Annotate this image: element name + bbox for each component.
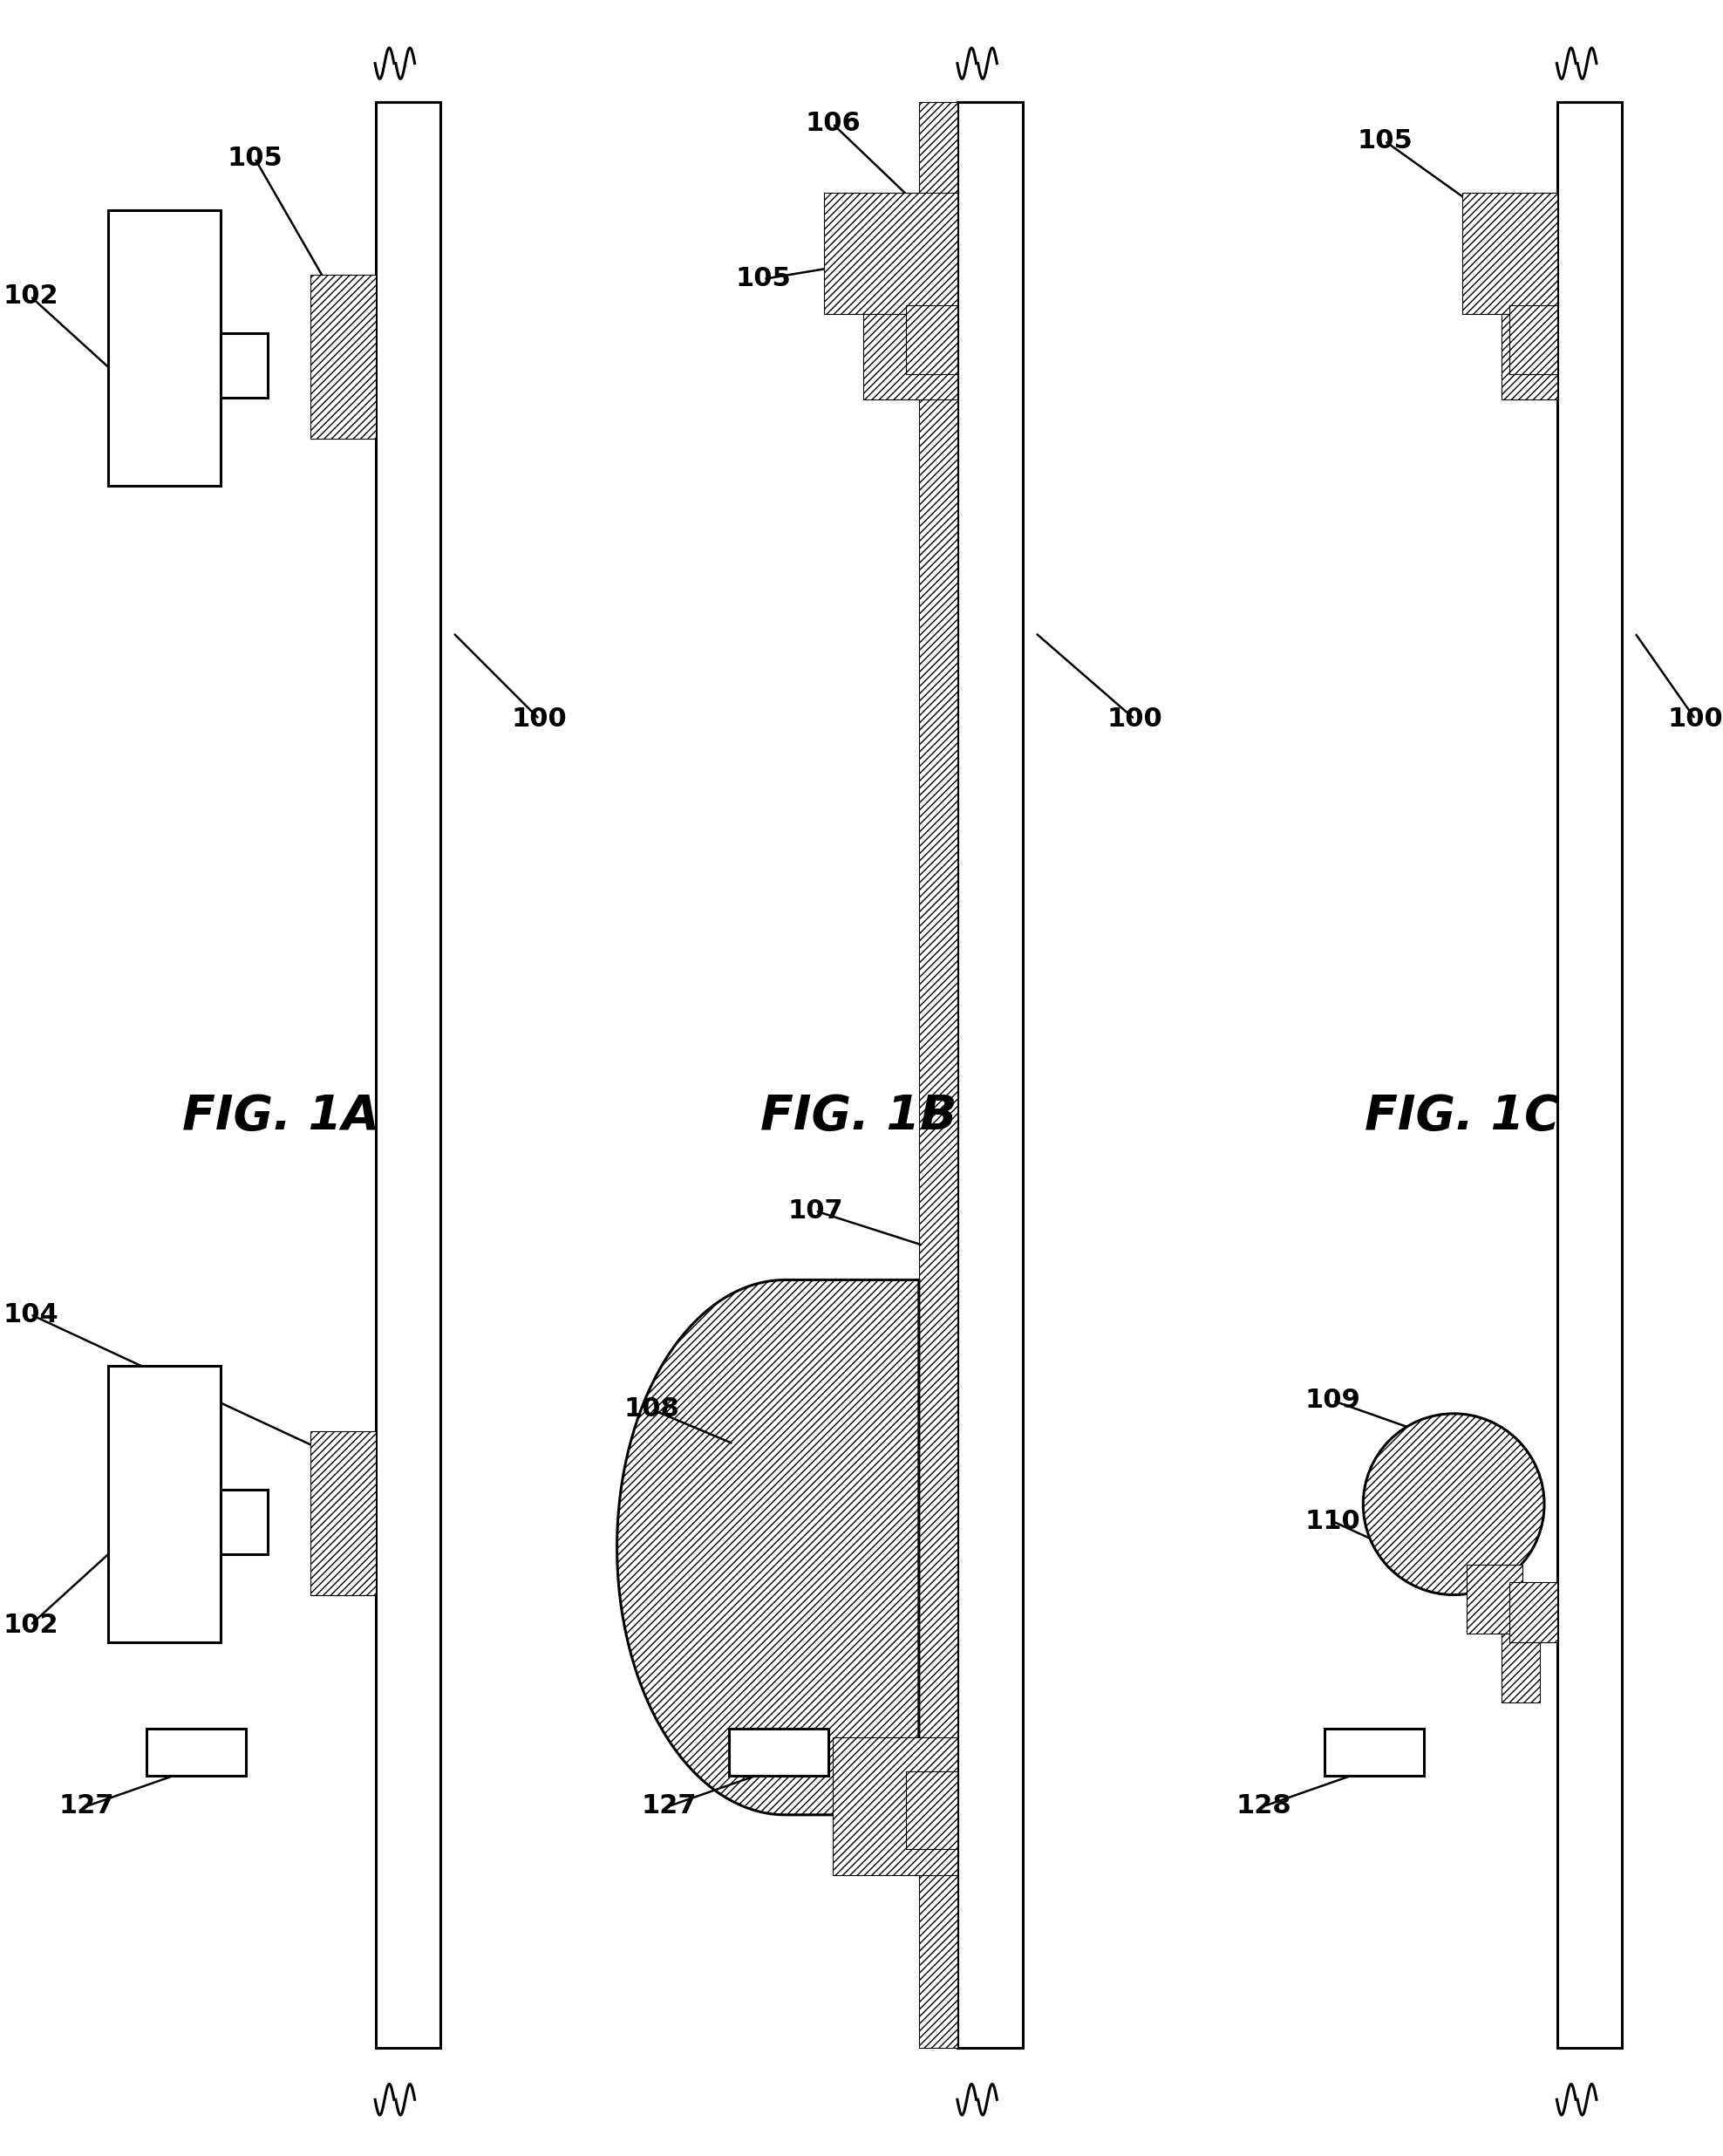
Polygon shape [617,1281,918,1815]
Text: 105: 105 [227,147,283,170]
Text: 100: 100 [1106,707,1163,731]
Text: 109: 109 [1304,1388,1361,1414]
Text: 108: 108 [624,1397,679,1423]
Bar [1466,1565,1523,1634]
Bar [906,304,958,373]
Text: 100: 100 [1668,707,1723,731]
Text: 105: 105 [1358,129,1413,153]
Bar [1509,304,1558,373]
Text: 100: 100 [512,707,567,731]
Text: 102: 102 [3,1613,59,1639]
Bar [1325,1729,1423,1777]
Bar [376,101,439,2048]
Bar [863,313,958,399]
Bar [832,1738,958,1876]
Text: 105: 105 [736,267,791,291]
Bar [109,1367,221,1643]
Text: 128: 128 [1235,1794,1292,1820]
Bar [1501,313,1558,399]
Text: 107: 107 [787,1199,843,1222]
Bar [906,1772,958,1850]
Bar [729,1729,829,1777]
Text: FIG. 1B: FIG. 1B [760,1093,956,1141]
Text: 102: 102 [3,285,59,308]
Bar [310,274,376,438]
Bar [1501,1634,1540,1703]
Bar [221,334,267,399]
Bar [109,209,221,485]
Bar [958,101,1022,2048]
Text: FIG. 1A: FIG. 1A [183,1093,379,1141]
Text: 106: 106 [805,112,860,136]
Bar [310,1432,376,1595]
Bar [824,192,958,313]
Text: 127: 127 [59,1794,114,1820]
Bar [1509,1583,1558,1643]
Text: 127: 127 [641,1794,696,1820]
Bar [918,101,958,2048]
Bar [146,1729,246,1777]
Bar [221,1490,267,1554]
Bar [1463,192,1558,313]
Bar [1558,101,1621,2048]
Text: 110: 110 [1304,1509,1361,1535]
Text: FIG. 1C: FIG. 1C [1365,1093,1559,1141]
Ellipse shape [1363,1414,1544,1595]
Text: 104: 104 [3,1302,59,1328]
